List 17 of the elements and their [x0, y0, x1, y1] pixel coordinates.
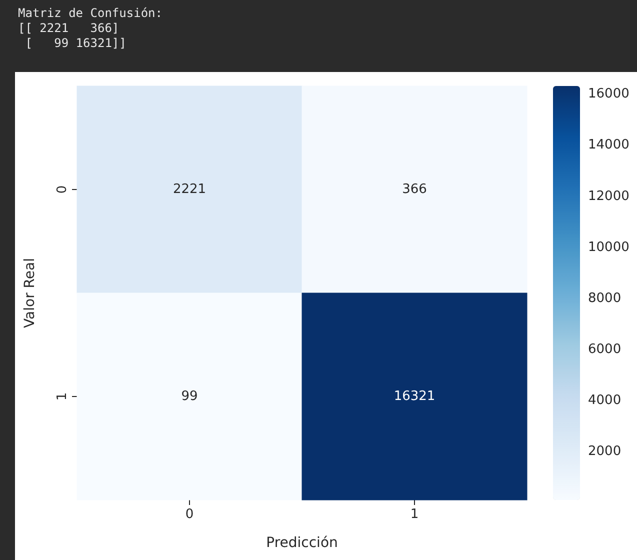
text: Matriz de Confusión: — [18, 6, 164, 21]
data-label: 99 — [181, 389, 198, 404]
color-bar-label: 10000 — [588, 240, 630, 255]
color-bar-label: 12000 — [588, 188, 630, 204]
data-label: 366 — [402, 182, 427, 197]
data-label: 16321 — [394, 389, 436, 404]
color-bar-label: 4000 — [588, 392, 622, 408]
color-bar-label: 2000 — [588, 444, 622, 459]
x-axis-title: Predicción — [266, 535, 338, 551]
color-bar-label: 16000 — [588, 86, 630, 102]
color-bar-label: 8000 — [588, 290, 622, 306]
text: [ 99 16321]] — [24, 36, 128, 51]
y-axis-title: Valor Real — [22, 258, 38, 328]
text: [[ 2221 366] — [18, 21, 120, 36]
color-bar-label: 14000 — [588, 138, 630, 153]
data-label: 2221 — [172, 182, 206, 197]
color-bar-label: 6000 — [588, 342, 622, 357]
